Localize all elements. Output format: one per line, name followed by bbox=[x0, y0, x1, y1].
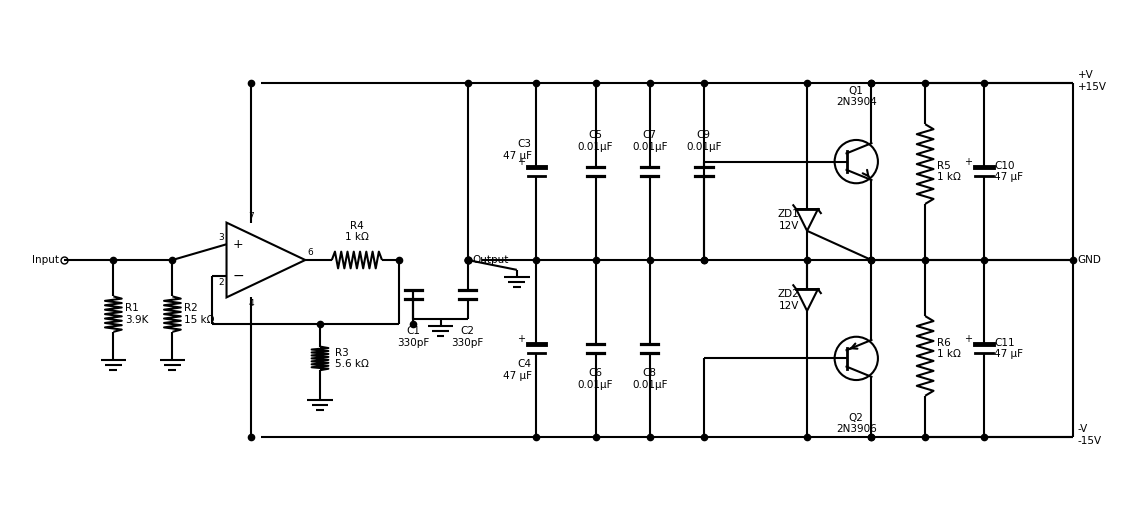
Text: +: + bbox=[516, 157, 524, 166]
Text: C6
0.01μF: C6 0.01μF bbox=[577, 368, 614, 390]
Text: C1
330pF: C1 330pF bbox=[397, 326, 430, 347]
Text: C8
0.01μF: C8 0.01μF bbox=[632, 368, 668, 390]
Text: Q2
2N3906: Q2 2N3906 bbox=[835, 412, 876, 434]
Text: Input: Input bbox=[32, 255, 59, 265]
Text: +V
+15V: +V +15V bbox=[1078, 70, 1107, 92]
Text: 7: 7 bbox=[248, 212, 254, 220]
Text: R2
15 kΩ: R2 15 kΩ bbox=[185, 303, 215, 325]
Text: C4
47 μF: C4 47 μF bbox=[503, 359, 532, 381]
Text: -V
-15V: -V -15V bbox=[1078, 424, 1101, 446]
Text: R6
1 kΩ: R6 1 kΩ bbox=[937, 338, 961, 359]
Text: ZD1
12V: ZD1 12V bbox=[778, 209, 799, 231]
Text: 6: 6 bbox=[307, 248, 312, 257]
Text: C2
330pF: C2 330pF bbox=[452, 326, 483, 347]
Text: R5
1 kΩ: R5 1 kΩ bbox=[937, 161, 961, 182]
Text: C5
0.01μF: C5 0.01μF bbox=[577, 130, 614, 152]
Text: C10
47 μF: C10 47 μF bbox=[994, 161, 1023, 182]
Text: Q1
2N3904: Q1 2N3904 bbox=[835, 86, 876, 108]
Text: 2: 2 bbox=[218, 278, 224, 287]
Text: C9
0.01μF: C9 0.01μF bbox=[686, 130, 721, 152]
Text: C11
47 μF: C11 47 μF bbox=[994, 338, 1023, 359]
Text: −: − bbox=[232, 269, 245, 283]
Text: R3
5.6 kΩ: R3 5.6 kΩ bbox=[335, 347, 369, 369]
Text: ZD2
12V: ZD2 12V bbox=[778, 289, 799, 311]
Text: 4: 4 bbox=[248, 300, 254, 308]
Text: 3: 3 bbox=[217, 233, 224, 242]
Text: Output: Output bbox=[472, 255, 509, 265]
Text: +: + bbox=[233, 238, 243, 251]
Text: C7
0.01μF: C7 0.01μF bbox=[632, 130, 668, 152]
Text: +: + bbox=[964, 334, 972, 344]
Text: R1
3.9K: R1 3.9K bbox=[126, 303, 148, 325]
Text: +: + bbox=[516, 334, 524, 344]
Text: C3
47 μF: C3 47 μF bbox=[503, 139, 532, 161]
Text: +: + bbox=[964, 157, 972, 166]
Text: R4
1 kΩ: R4 1 kΩ bbox=[345, 220, 369, 242]
Text: GND: GND bbox=[1078, 255, 1101, 265]
